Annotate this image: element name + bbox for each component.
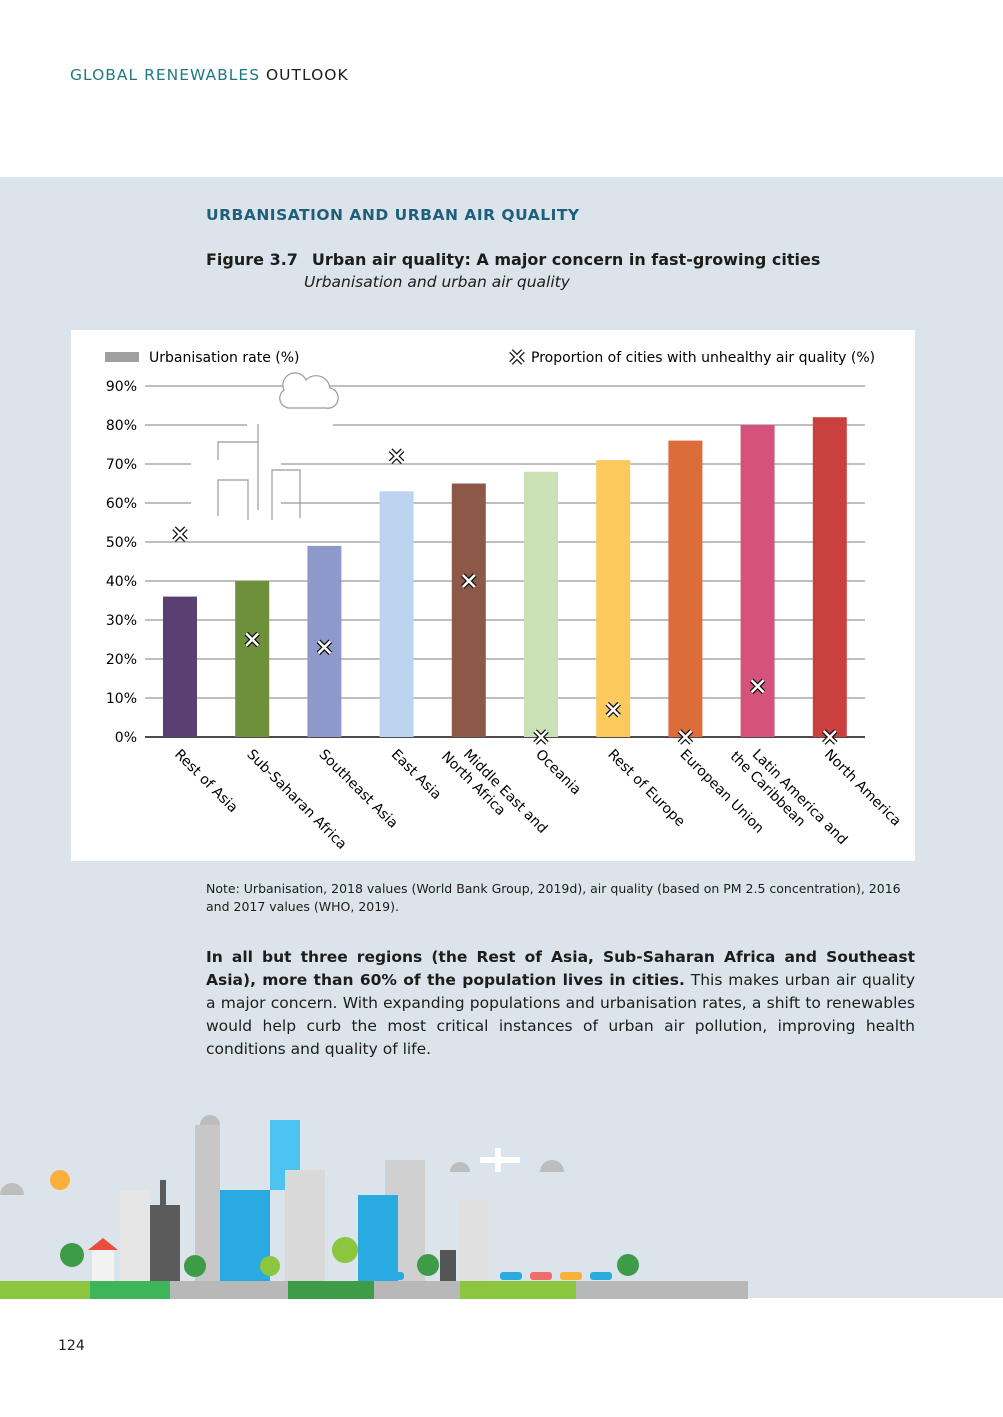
city-illustration bbox=[0, 1115, 748, 1299]
bar bbox=[812, 417, 847, 737]
cross-marker bbox=[677, 729, 694, 745]
y-tick-label: 90% bbox=[106, 379, 137, 395]
body-rest: This makes urban air quality a major con… bbox=[206, 971, 915, 1058]
bar bbox=[235, 581, 270, 737]
x-tick-label-line: East Asia bbox=[388, 747, 445, 804]
legend-cross-icon bbox=[509, 349, 525, 365]
figure-title: Figure 3.7 Urban air quality: A major con… bbox=[206, 250, 820, 269]
y-tick-label: 70% bbox=[106, 457, 137, 473]
x-tick-label: North America bbox=[821, 747, 904, 830]
bar bbox=[163, 596, 197, 737]
body-paragraph: In all but three regions (the Rest of As… bbox=[206, 946, 915, 1061]
page-number: 124 bbox=[58, 1338, 85, 1354]
chart-svg: Urbanisation rate (%) Proportion of citi… bbox=[105, 349, 904, 853]
section-title: URBANISATION AND URBAN AIR QUALITY bbox=[206, 206, 580, 224]
cross-marker bbox=[749, 678, 766, 695]
city-line-icon bbox=[191, 372, 339, 520]
running-header: GLOBAL RENEWABLES OUTLOOK bbox=[70, 66, 349, 84]
cross-marker bbox=[172, 526, 188, 542]
figure-note: Note: Urbanisation, 2018 values (World B… bbox=[206, 881, 901, 914]
bar bbox=[307, 545, 342, 737]
bar bbox=[668, 440, 703, 737]
figure-title-text: Urban air quality: A major concern in fa… bbox=[311, 250, 821, 269]
x-tick-label-line: Rest of Asia bbox=[171, 747, 240, 816]
header-part1: GLOBAL RENEWABLES bbox=[70, 66, 261, 84]
header-part2: OUTLOOK bbox=[265, 66, 349, 84]
cross-marker bbox=[533, 729, 549, 745]
bar bbox=[524, 471, 558, 737]
x-tick-label-line: Rest of Europe bbox=[604, 747, 688, 831]
cross-marker bbox=[388, 448, 405, 464]
bar bbox=[596, 460, 631, 737]
y-tick-label: 0% bbox=[115, 730, 137, 746]
y-tick-label: 10% bbox=[106, 691, 137, 707]
x-tick-label: Rest of Asia bbox=[171, 747, 240, 816]
body-bold: In all but three regions (the Rest of As… bbox=[206, 948, 915, 989]
legend-cross-label: Proportion of cities with unhealthy air … bbox=[531, 350, 875, 366]
legend-bar-label: Urbanisation rate (%) bbox=[149, 350, 300, 366]
y-tick-label: 20% bbox=[106, 652, 137, 668]
bar bbox=[451, 483, 486, 737]
y-tick-label: 40% bbox=[106, 574, 137, 590]
y-tick-label: 60% bbox=[106, 496, 137, 512]
x-tick-label: Rest of Europe bbox=[604, 747, 688, 831]
legend-swatch-bar bbox=[105, 352, 139, 362]
x-tick-label-line: North America bbox=[821, 747, 904, 830]
x-tick-label-line: Oceania bbox=[532, 747, 584, 799]
figure-subtitle: Urbanisation and urban air quality bbox=[304, 273, 570, 291]
cross-marker bbox=[822, 729, 838, 745]
cross-marker bbox=[244, 631, 260, 648]
chart: Urbanisation rate (%) Proportion of citi… bbox=[71, 330, 915, 861]
cross-marker bbox=[316, 639, 333, 656]
figure-number: Figure 3.7 bbox=[206, 250, 298, 269]
cross-marker bbox=[605, 701, 621, 718]
y-tick-label: 30% bbox=[106, 613, 137, 629]
y-tick-label: 80% bbox=[106, 418, 137, 434]
x-tick-label: East Asia bbox=[388, 747, 445, 804]
bar bbox=[379, 491, 414, 737]
cross-marker bbox=[461, 573, 477, 589]
bar bbox=[740, 425, 775, 737]
y-tick-label: 50% bbox=[106, 535, 137, 551]
x-tick-label: Oceania bbox=[532, 747, 584, 799]
